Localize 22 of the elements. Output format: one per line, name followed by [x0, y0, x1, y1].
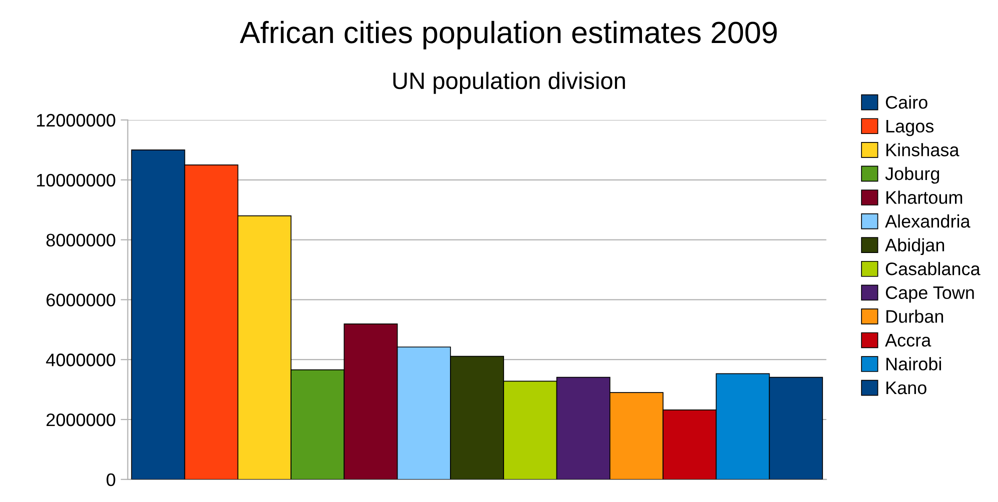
legend-label: Durban	[886, 310, 944, 323]
legend-label: Abidjan	[885, 238, 944, 256]
legend-label: Alexandria	[885, 214, 970, 228]
legend-label: Cairo	[886, 95, 928, 109]
chart-subtitle: UN population division	[393, 72, 625, 94]
y-tick-label: 10000000	[36, 174, 116, 187]
legend-label: Khartoum	[886, 190, 962, 204]
legend-label: Accra	[885, 334, 932, 347]
chart-title: African cities population estimates 2009	[240, 20, 777, 50]
y-tick-label: 8000000	[46, 234, 116, 247]
y-tick-label: 2000000	[46, 413, 116, 426]
legend-label: Cape Town	[886, 286, 974, 303]
y-tick-label: 4000000	[46, 354, 116, 366]
legend-label: Lagos	[886, 120, 934, 136]
legend-label: Casablanca	[886, 262, 980, 276]
y-tick-label: 6000000	[46, 294, 116, 306]
y-tick-label: 12000000	[36, 114, 116, 127]
legend-label: Joburg	[885, 166, 940, 184]
legend-label: Kinshasa	[886, 143, 960, 156]
y-tick-label: 0	[106, 473, 116, 486]
legend-label: Kano	[886, 382, 926, 394]
legend-label: Nairobi	[886, 357, 941, 370]
